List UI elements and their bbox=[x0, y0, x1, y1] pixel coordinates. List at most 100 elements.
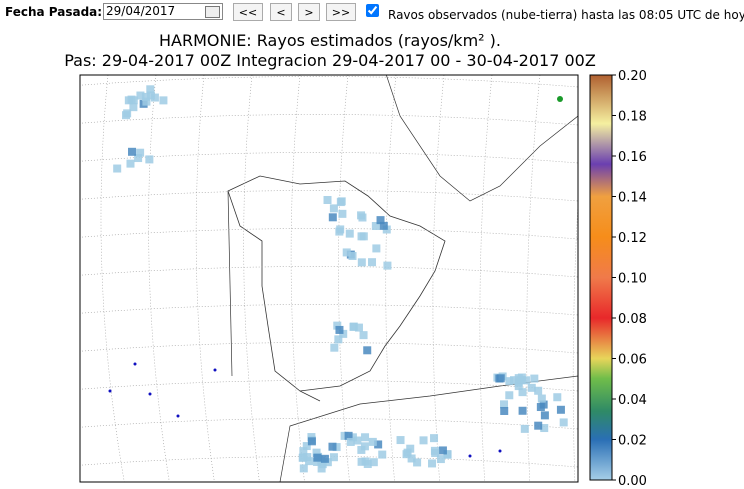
obs-checkbox[interactable] bbox=[366, 4, 379, 17]
graticule bbox=[385, 75, 397, 482]
lightning-cell bbox=[134, 154, 143, 163]
map-frame bbox=[79, 74, 579, 483]
lightning-cell bbox=[419, 436, 428, 445]
lightning-cell bbox=[150, 93, 159, 102]
first-button[interactable]: << bbox=[233, 3, 263, 21]
lightning-cell bbox=[126, 159, 135, 168]
lightning-cell bbox=[299, 453, 308, 462]
lightning-cell bbox=[128, 147, 137, 156]
lightning-cell bbox=[443, 450, 452, 459]
observed-strike bbox=[557, 96, 563, 102]
lightning-cell bbox=[496, 374, 505, 383]
lightning-cell bbox=[372, 244, 381, 253]
africa-outline bbox=[279, 375, 578, 482]
date-input[interactable]: 29/04/2017 bbox=[103, 3, 223, 20]
lightning-cell bbox=[338, 209, 347, 218]
date-label: Fecha Pasada: bbox=[5, 5, 103, 19]
lightning-cell bbox=[539, 400, 548, 409]
calendar-icon[interactable] bbox=[205, 6, 220, 18]
lightning-cell bbox=[363, 346, 372, 355]
graticule bbox=[243, 75, 260, 482]
lightning-cell bbox=[136, 148, 145, 157]
colorbar-label: 0.20 bbox=[618, 69, 647, 84]
lightning-cell bbox=[518, 406, 527, 415]
lightning-cell bbox=[145, 155, 154, 164]
colorbar-label: 0.08 bbox=[618, 312, 647, 327]
lightning-cell bbox=[438, 446, 447, 455]
graticule bbox=[338, 75, 350, 482]
lightning-cell bbox=[436, 455, 445, 464]
graticule bbox=[80, 266, 578, 278]
lightning-cell bbox=[312, 448, 321, 457]
lightning-cell bbox=[374, 440, 383, 449]
lightning-cell bbox=[313, 457, 322, 466]
lightning-cell bbox=[299, 447, 308, 456]
lightning-cell bbox=[332, 443, 341, 452]
colorbar-label: 0.14 bbox=[618, 191, 647, 206]
lightning-cell bbox=[521, 376, 530, 385]
lightning-cell bbox=[345, 229, 354, 238]
lightning-cell bbox=[396, 436, 405, 445]
lightning-cell bbox=[361, 433, 370, 442]
next-button[interactable]: > bbox=[298, 3, 320, 21]
date-value: 29/04/2017 bbox=[106, 4, 176, 18]
graticule bbox=[290, 75, 305, 482]
france-outline bbox=[385, 75, 578, 202]
lightning-cell bbox=[346, 437, 355, 446]
lightning-cell bbox=[305, 457, 314, 466]
lightning-cell bbox=[328, 442, 337, 451]
lightning-cell bbox=[129, 103, 138, 112]
lightning-cell bbox=[320, 454, 329, 463]
prev-button[interactable]: < bbox=[270, 3, 292, 21]
map-title: HARMONIE: Rayos estimados (rayos/km² ). bbox=[159, 31, 501, 50]
lightning-cell bbox=[428, 459, 437, 468]
lightning-cell bbox=[510, 376, 519, 385]
lightning-cell bbox=[302, 442, 311, 451]
lightning-cell bbox=[500, 406, 509, 415]
graticule bbox=[432, 75, 445, 482]
lightning-cell bbox=[348, 433, 357, 442]
lightning-cell bbox=[361, 457, 370, 466]
lightning-cell bbox=[323, 196, 332, 205]
lightning-cell bbox=[299, 464, 308, 473]
colorbar-label: 0.02 bbox=[618, 434, 647, 449]
lightning-cell bbox=[146, 91, 155, 100]
observed-strike bbox=[213, 368, 217, 372]
last-button[interactable]: >> bbox=[326, 3, 356, 21]
lightning-cell bbox=[127, 95, 136, 104]
graticule bbox=[572, 198, 578, 482]
lightning-cell bbox=[357, 445, 366, 454]
lightning-cell bbox=[329, 453, 338, 462]
lightning-cell bbox=[407, 454, 416, 463]
graticule bbox=[195, 75, 215, 482]
lightning-cell bbox=[146, 85, 155, 94]
colorbar-label: 0.16 bbox=[618, 150, 647, 165]
lightning-cell bbox=[136, 91, 145, 100]
graticule bbox=[479, 75, 493, 482]
colorbar-label: 0.18 bbox=[618, 110, 647, 125]
map-area bbox=[80, 75, 578, 482]
lightning-cell bbox=[307, 437, 316, 446]
graticule bbox=[148, 75, 170, 482]
lightning-cell bbox=[520, 424, 529, 433]
lightning-cell bbox=[431, 448, 440, 457]
lightning-cell bbox=[358, 213, 367, 222]
lightning-cell bbox=[537, 394, 546, 403]
lightning-cell bbox=[378, 450, 387, 459]
lightning-cell bbox=[337, 197, 346, 206]
lightning-cell bbox=[357, 258, 366, 267]
lightning-cell bbox=[371, 222, 380, 231]
graticule bbox=[526, 75, 541, 482]
lightning-cell bbox=[357, 232, 366, 241]
observed-strike bbox=[133, 362, 137, 366]
lightning-cell bbox=[333, 321, 342, 330]
lightning-cell bbox=[313, 453, 322, 462]
lightning-cell bbox=[514, 382, 523, 391]
iberia-outline bbox=[227, 175, 446, 392]
lightning-cell bbox=[357, 457, 366, 466]
graticule bbox=[80, 342, 578, 354]
observed-strike bbox=[108, 389, 112, 393]
checkbox-label: Ravos observados (nube-tierra) hasta las… bbox=[388, 8, 744, 22]
lightning-cell bbox=[122, 111, 131, 120]
